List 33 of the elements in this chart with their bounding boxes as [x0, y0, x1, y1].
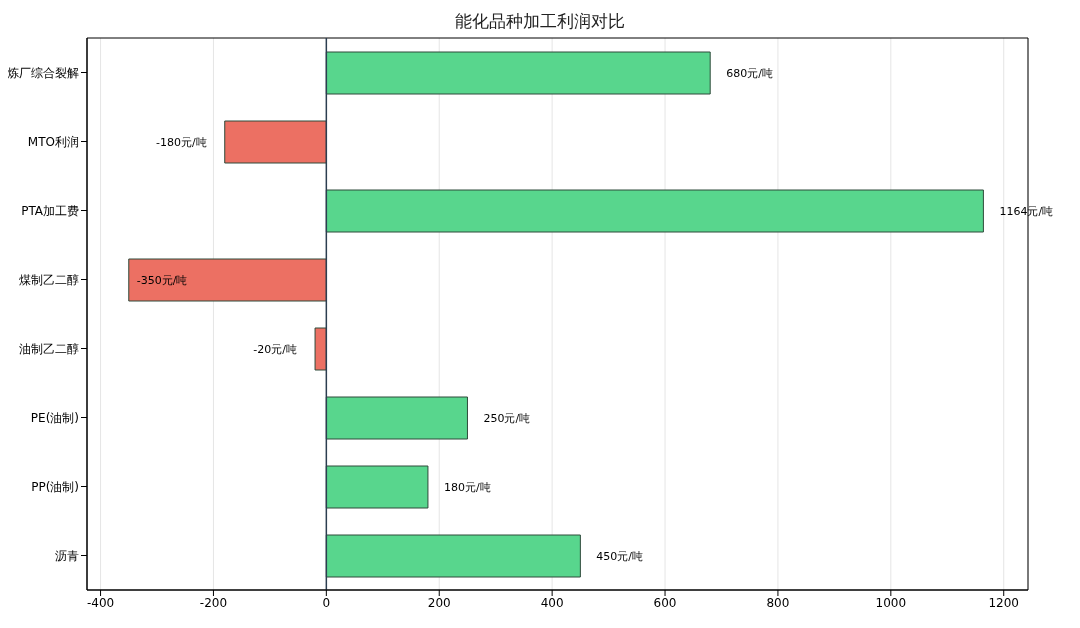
x-tick-label: -400 — [86, 595, 115, 610]
x-tick-label: 800 — [766, 595, 790, 610]
x-tick-label: -200 — [199, 595, 228, 610]
y-tick-label: 油制乙二醇 — [19, 341, 79, 356]
x-tick-label: 1200 — [988, 595, 1019, 610]
bar — [325, 396, 468, 440]
y-tick-label: PTA加工费 — [21, 203, 79, 218]
x-tick-label: 600 — [653, 595, 677, 610]
bar — [128, 258, 327, 302]
bar — [224, 120, 327, 164]
data-label: 680元/吨 — [726, 66, 773, 80]
data-label: -350元/吨 — [136, 273, 188, 287]
y-tick-label: PE(油制) — [30, 410, 79, 425]
data-label: -180元/吨 — [156, 135, 207, 149]
y-tick-label: 沥青 — [55, 548, 79, 563]
data-label: 180元/吨 — [443, 480, 491, 494]
data-label: 1164元/吨 — [999, 204, 1054, 218]
x-tick-label: 0 — [322, 595, 331, 610]
data-label: -20元/吨 — [253, 342, 298, 356]
data-label: 450元/吨 — [596, 549, 644, 563]
y-tick-label: PP(油制) — [31, 479, 79, 494]
bar — [325, 189, 984, 233]
bar — [325, 51, 711, 95]
y-tick-label: MTO利润 — [27, 134, 79, 149]
bar — [325, 534, 581, 578]
chart-title: 能化品种加工利润对比 — [454, 10, 626, 33]
bar — [325, 465, 429, 509]
x-tick-label: 400 — [540, 595, 564, 610]
data-label: 250元/吨 — [483, 411, 531, 425]
y-tick-label: 煤制乙二醇 — [19, 272, 79, 287]
bar — [314, 327, 327, 371]
x-tick-label: 200 — [427, 595, 451, 610]
x-tick-label: 1000 — [875, 595, 907, 610]
